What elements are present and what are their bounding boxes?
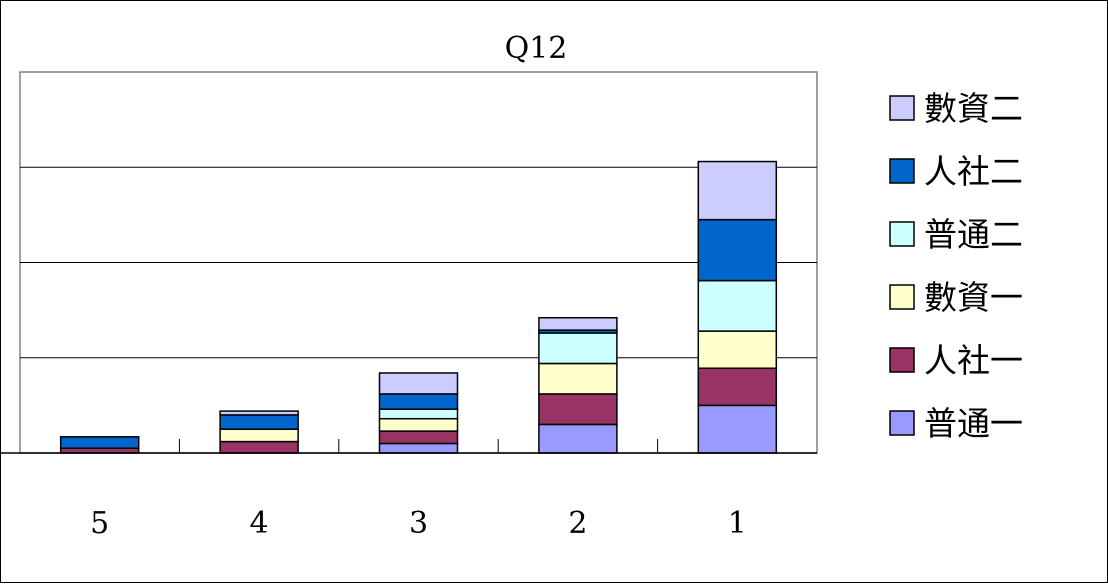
bar-segment [697,330,778,369]
bar-segment [219,428,299,443]
legend-swatch [889,158,915,184]
bars [59,160,778,454]
bar-segment [538,362,618,395]
bar-segment [378,417,459,432]
legend-item: 普通一 [889,404,1023,443]
legend-item: 數資一 [889,278,1023,317]
bar-segment [378,442,459,454]
legend-swatch [889,347,915,373]
legend-label: 人社二 [924,152,1023,191]
bar-segment [219,440,299,454]
grid [20,166,817,359]
legend-label: 普通一 [924,404,1023,443]
legend-swatch [889,95,915,121]
bar-segment [697,160,778,221]
bar-segment [219,410,299,416]
x-tick-label: 1 [728,506,747,541]
x-tick-label: 5 [90,506,109,541]
x-axis: 5 4 3 2 1 [0,439,817,541]
legend-item: 數資二 [889,89,1023,128]
bar-segment [538,393,618,426]
bar-segment [697,218,778,282]
legend-item: 人社二 [889,152,1023,191]
x-tick-label: 4 [250,506,269,541]
bar-segment [697,367,778,407]
legend-swatch [889,410,915,436]
bar-segment [378,393,459,410]
bar-segment [538,423,618,454]
chart-title: Q12 [505,31,568,66]
bar-segment [378,408,459,420]
bar-segment [697,404,778,454]
x-tick-label: 2 [568,506,587,541]
legend-label: 普通二 [924,215,1023,254]
legend-label: 數資二 [924,89,1023,128]
legend-label: 人社一 [924,341,1023,380]
bar-segment [538,316,618,331]
bar-segment [697,279,778,332]
legend-item: 人社一 [889,341,1023,380]
bar-segment [538,332,618,365]
x-tick-label: 3 [409,506,428,541]
legend-item: 普通二 [889,215,1023,254]
bar-segment [59,436,140,449]
bar-segment [219,414,299,430]
bar-segment [378,372,459,395]
legend-swatch [889,284,915,310]
legend-label: 數資一 [924,278,1023,317]
legend-swatch [889,221,915,247]
bar-segment [378,430,459,445]
